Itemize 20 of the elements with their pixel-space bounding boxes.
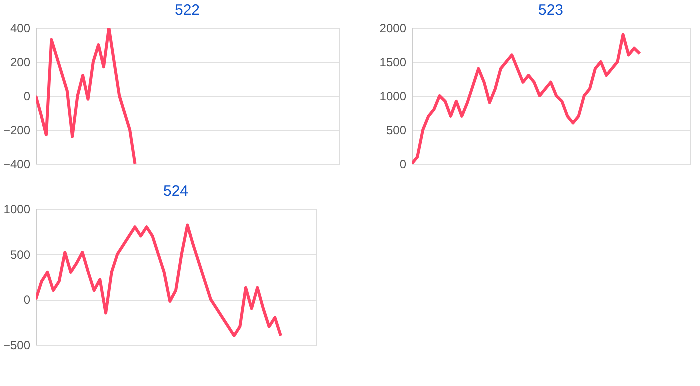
y-tick-label: 400	[10, 22, 31, 36]
y-tick-label: −400	[3, 158, 31, 172]
chart-title: 524	[163, 183, 189, 200]
y-tick-label: −200	[3, 124, 31, 138]
line-series	[412, 33, 642, 164]
y-tick-label: 2000	[380, 22, 407, 36]
chart-title: 523	[538, 2, 564, 19]
y-tick-label: 500	[10, 248, 31, 262]
y-tick-label: 0	[400, 158, 407, 172]
y-tick-label: 200	[10, 56, 31, 70]
y-tick-label: 0	[24, 293, 31, 308]
line-series	[36, 28, 137, 164]
y-tick-label: 1500	[380, 56, 407, 70]
line-series	[36, 224, 282, 338]
chart-title: 522	[174, 2, 200, 19]
y-tick-label: 0	[24, 90, 31, 104]
y-tick-label: −500	[3, 338, 31, 352]
y-tick-label: 1000	[4, 202, 31, 216]
y-tick-label: 500	[386, 124, 407, 138]
y-tick-label: 1000	[380, 90, 407, 104]
